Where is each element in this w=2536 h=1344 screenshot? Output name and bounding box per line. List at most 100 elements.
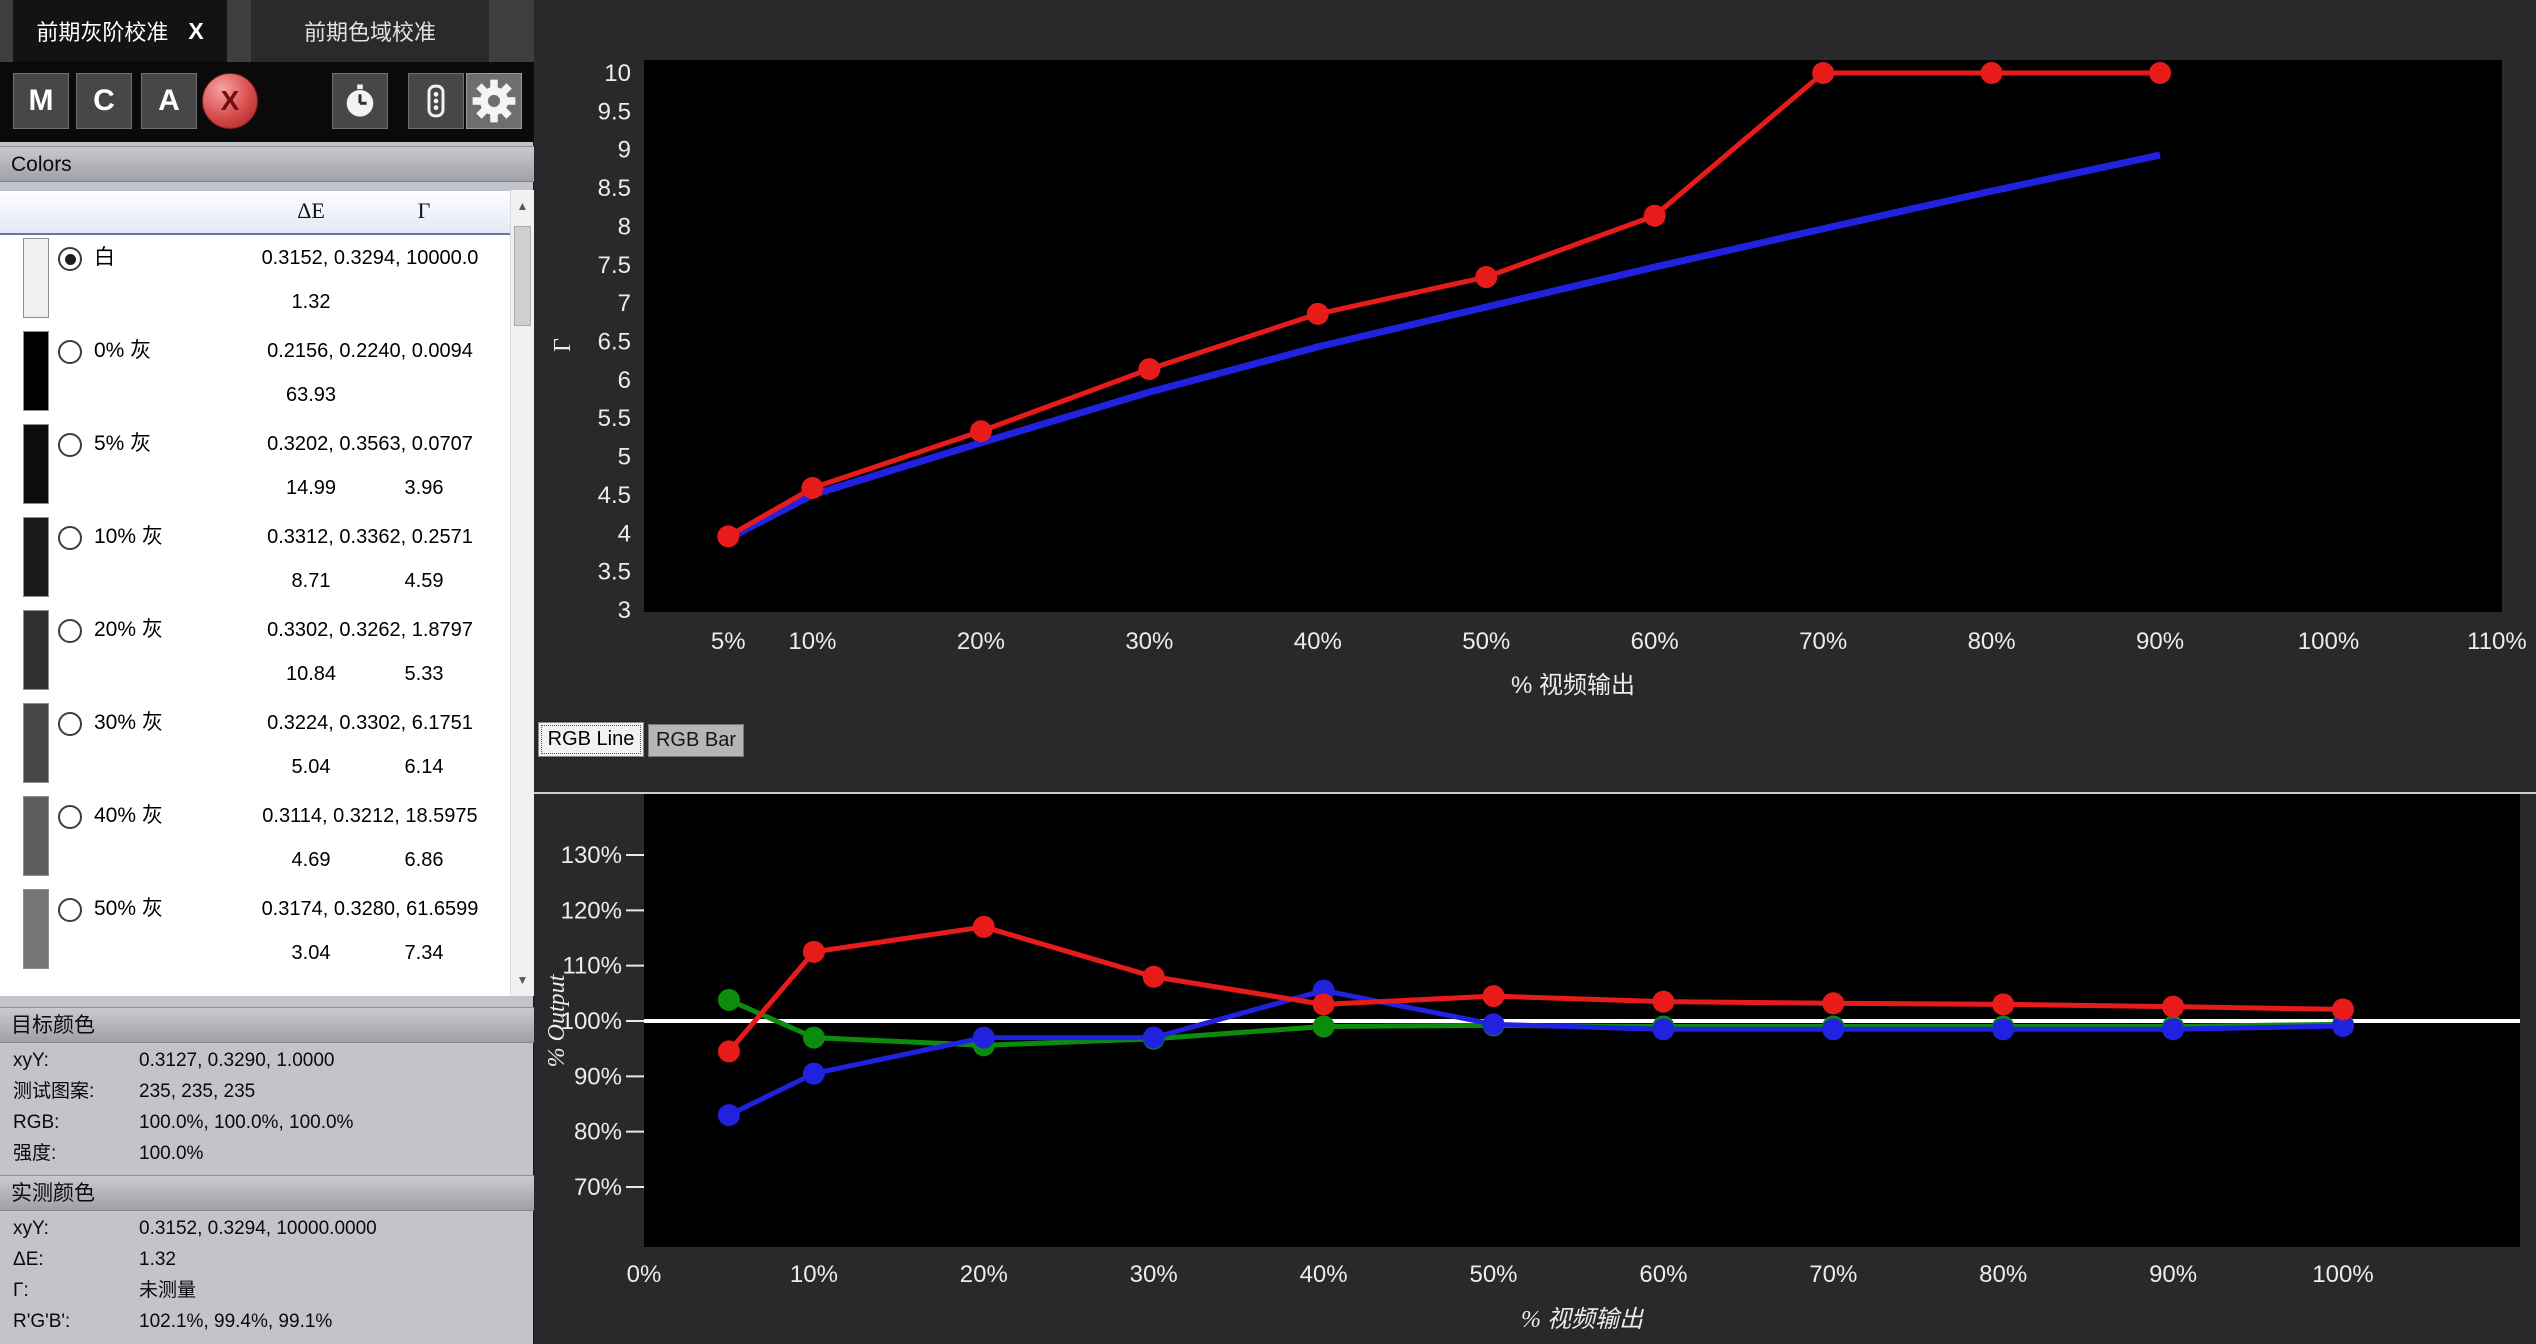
field-value: 100.0% (139, 1143, 204, 1164)
data-point-marker-blue-channel (2332, 1014, 2354, 1037)
color-row[interactable]: 40% 灰 0.3114, 0.3212, 18.5975 4.69 6.86 (0, 790, 510, 883)
y-axis-tick-label: 4 (618, 520, 631, 547)
color-swatch (23, 889, 49, 969)
y-axis-tick-label: 130% (561, 842, 622, 869)
target-color-values: xyY: 0.3127, 0.3290, 1.0000 测试图案: 235, 235,… (0, 1045, 534, 1169)
x-axis-tick-label: 30% (1130, 1261, 1178, 1288)
field-value: 未测量 (139, 1280, 197, 1301)
x-axis-tick-label: 10% (790, 1261, 838, 1288)
color-label: 20% 灰 (94, 618, 163, 641)
data-point-marker-red-channel (1312, 993, 1335, 1016)
data-point-marker-gamma-measured (717, 525, 740, 548)
options-button[interactable] (408, 73, 464, 129)
color-label: 0% 灰 (94, 339, 152, 362)
color-gamma-value: 4.59 (404, 570, 444, 592)
y-axis-tick-label: 9 (618, 137, 631, 164)
color-radio[interactable] (58, 526, 82, 550)
x-axis-tick-label: 50% (1469, 1261, 1517, 1288)
color-list-rows: 白 0.3152, 0.3294, 10000.0 1.32 0% 灰 0.2156, … (0, 232, 510, 996)
color-delta-e-value: 10.84 (285, 663, 337, 685)
axis-title-x: % 视频输出 (1521, 1306, 1645, 1333)
scroll-down-icon[interactable]: ▼ (511, 964, 534, 996)
color-row[interactable]: 白 0.3152, 0.3294, 10000.0 1.32 (0, 232, 510, 325)
field-label: ΔE: (13, 1249, 44, 1270)
data-point-marker-red-channel (1652, 990, 1675, 1013)
vertical-dots-icon (427, 84, 445, 118)
color-delta-e-value: 63.93 (285, 384, 337, 406)
color-xyy-value: 0.3174, 0.3280, 61.6599 (261, 898, 479, 920)
data-point-marker-red-channel (1482, 985, 1505, 1008)
delete-x-icon: X (220, 85, 240, 116)
color-xyy-value: 0.3224, 0.3302, 6.1751 (267, 712, 473, 734)
field-row: xyY: 0.3127, 0.3290, 1.0000 (0, 1045, 534, 1076)
color-xyy-value: 0.3114, 0.3212, 18.5975 (262, 805, 478, 827)
x-axis-tick-label: 60% (1631, 628, 1679, 655)
color-radio[interactable] (58, 619, 82, 643)
x-axis-tick-label: 10% (788, 628, 836, 655)
tab-close-icon[interactable]: X (188, 17, 204, 44)
delete-button[interactable]: X (202, 73, 258, 129)
axis-title-y: Γ (550, 338, 576, 352)
gear-icon (472, 79, 516, 123)
data-point-marker-blue-channel (1482, 1013, 1505, 1036)
data-point-marker-blue-channel (972, 1026, 995, 1049)
tab-rgb-bar[interactable]: RGB Bar (648, 724, 744, 757)
field-label: 强度: (13, 1143, 57, 1164)
color-row[interactable]: 0% 灰 0.2156, 0.2240, 0.0094 63.93 (0, 325, 510, 418)
field-value: 100.0%, 100.0%, 100.0% (139, 1112, 354, 1133)
color-swatch (23, 238, 49, 318)
color-label: 5% 灰 (94, 432, 152, 455)
color-gamma-value: 6.86 (404, 849, 444, 871)
color-swatch (23, 331, 49, 411)
scroll-thumb[interactable] (514, 226, 531, 326)
gamma-chart: 10 9.5 9 8.5 8 7.5 7 6.5 6 5.5 5 4.5 4 3.5 3 5% 10% 20% 30… (550, 60, 2527, 699)
data-point-marker-blue-channel (1992, 1018, 2015, 1041)
color-label: 30% 灰 (94, 711, 163, 734)
color-radio[interactable] (58, 805, 82, 829)
color-row[interactable]: 10% 灰 0.3312, 0.3362, 0.2571 8.71 4.59 (0, 511, 510, 604)
y-axis-tick-label: 4.5 (598, 482, 631, 509)
color-row[interactable]: 5% 灰 0.3202, 0.3563, 0.0707 14.99 3.96 (0, 418, 510, 511)
field-row: ΔE: 1.32 (0, 1244, 534, 1275)
stopwatch-icon (346, 84, 374, 117)
field-value: 0.3127, 0.3290, 1.0000 (139, 1050, 335, 1071)
series-line-gamma-measured (726, 70, 2161, 539)
continuous-button[interactable]: C (76, 73, 132, 129)
color-xyy-value: 0.3312, 0.3362, 0.2571 (267, 526, 473, 548)
column-delta-e[interactable]: ΔE (297, 198, 325, 223)
y-axis-tick-label: 10 (604, 60, 631, 87)
color-row[interactable]: 30% 灰 0.3224, 0.3302, 6.1751 5.04 6.14 (0, 697, 510, 790)
color-label: 白 (94, 246, 115, 269)
color-radio[interactable] (58, 433, 82, 457)
stopwatch-button[interactable] (332, 73, 388, 129)
x-axis-tick-label: 20% (957, 628, 1005, 655)
color-list-scrollbar[interactable]: ▲ ▼ (510, 190, 534, 996)
color-radio[interactable] (58, 712, 82, 736)
measure-button[interactable]: M (13, 73, 69, 129)
color-delta-e-value: 4.69 (291, 849, 331, 871)
y-axis-tick-label: 5.5 (598, 405, 631, 432)
color-radio[interactable] (58, 247, 82, 271)
plot-area (644, 60, 2502, 612)
data-point-marker-green-channel (802, 1026, 825, 1049)
tab-grayscale-calibration[interactable]: 前期灰阶校准 X (13, 0, 227, 62)
rgb-levels-chart: 130% 120% 110% 100% 90% 80% 70% 0% 10% 20% 30% 40% 5… (534, 792, 2536, 1333)
color-radio[interactable] (58, 898, 82, 922)
color-radio[interactable] (58, 340, 82, 364)
auto-button[interactable]: A (141, 73, 197, 129)
data-point-marker-green-channel (1312, 1015, 1335, 1038)
color-xyy-value: 0.3302, 0.3262, 1.8797 (267, 619, 473, 641)
x-axis-tick-label: 90% (2136, 628, 2184, 655)
color-row[interactable]: 20% 灰 0.3302, 0.3262, 1.8797 10.84 5.33 (0, 604, 510, 697)
tab-gamut-calibration[interactable]: 前期色域校准 (251, 0, 489, 62)
color-row[interactable]: 50% 灰 0.3174, 0.3280, 61.6599 3.04 7.34 (0, 883, 510, 976)
x-axis-tick-label: 70% (1809, 1261, 1857, 1288)
tab-rgb-line[interactable]: RGB Line (538, 722, 644, 757)
scroll-up-icon[interactable]: ▲ (511, 190, 534, 222)
column-gamma[interactable]: Γ (417, 198, 431, 223)
color-gamma-value: 6.14 (404, 756, 444, 778)
chart-top-border (534, 792, 2536, 794)
color-swatch (23, 610, 49, 690)
settings-button[interactable] (466, 73, 522, 129)
